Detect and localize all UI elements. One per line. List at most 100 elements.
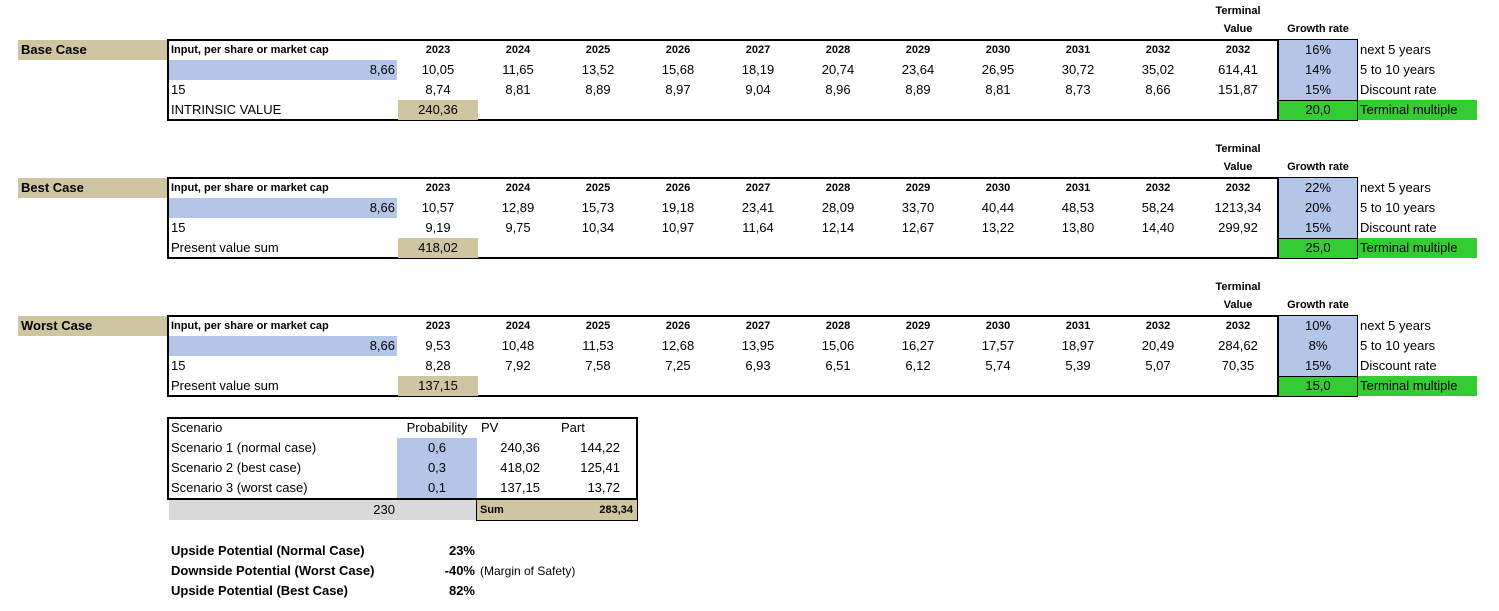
year-header: 2027 xyxy=(745,44,771,56)
param-value[interactable]: 16% xyxy=(1279,40,1357,60)
year-header: 2027 xyxy=(745,320,771,332)
scenario-probability[interactable]: 0,6 xyxy=(397,438,477,458)
terminal-multiple-border xyxy=(1278,376,1358,397)
param-value[interactable]: 14% xyxy=(1279,60,1357,80)
year-header: 2026 xyxy=(665,44,691,56)
param-value[interactable]: 22% xyxy=(1279,178,1357,198)
year-header: 2029 xyxy=(905,320,931,332)
cashflow-value: 11,65 xyxy=(502,62,534,77)
param-value[interactable]: 10% xyxy=(1279,316,1357,336)
cashflow-value: 30,72 xyxy=(1061,62,1095,77)
discount-years[interactable]: 15 xyxy=(171,82,186,97)
year-header: 2026 xyxy=(665,320,691,332)
input-value[interactable]: 8,66 xyxy=(169,198,397,218)
cashflow-value: 23,64 xyxy=(901,62,935,77)
year-header: 2032 xyxy=(1225,320,1251,332)
param-label: Discount rate xyxy=(1360,358,1437,373)
discounted-value: 12,67 xyxy=(901,220,935,235)
discounted-value: 151,87 xyxy=(1218,82,1258,97)
year-header: 2032 xyxy=(1145,320,1171,332)
year-header: 2031 xyxy=(1065,182,1091,194)
case-label: Worst Case xyxy=(18,316,168,336)
potential-value: -40% xyxy=(444,563,475,578)
case-label: Best Case xyxy=(18,178,168,198)
discounted-value: 8,28 xyxy=(425,358,451,373)
cashflow-value: 28,09 xyxy=(821,200,855,215)
param-values-border xyxy=(1278,177,1358,239)
sum-value: 283,34 xyxy=(557,500,637,520)
param-label: Terminal multiple xyxy=(1358,238,1477,258)
cashflow-value: 13,52 xyxy=(581,62,615,77)
sum-value: 240,36 xyxy=(398,100,478,120)
param-value[interactable]: 15% xyxy=(1279,356,1357,376)
cashflow-value: 10,57 xyxy=(421,200,455,215)
year-header: 2026 xyxy=(665,182,691,194)
cashflow-value: 23,41 xyxy=(741,200,775,215)
param-label: 5 to 10 years xyxy=(1360,338,1436,353)
potential-note xyxy=(480,541,610,561)
discounted-value: 9,19 xyxy=(425,220,451,235)
sum-label: INTRINSIC VALUE xyxy=(171,102,282,117)
discounted-value: 13,80 xyxy=(1061,220,1095,235)
year-header: 2030 xyxy=(985,182,1011,194)
param-label: Terminal multiple xyxy=(1358,376,1477,396)
param-values-border xyxy=(1278,315,1358,377)
param-value[interactable]: 8% xyxy=(1279,336,1357,356)
param-label: next 5 years xyxy=(1360,42,1431,57)
current-price[interactable]: 230 xyxy=(169,500,477,520)
discounted-value: 8,97 xyxy=(665,82,691,97)
cashflow-value: 35,02 xyxy=(1141,62,1175,77)
scenario-pv: 240,36 xyxy=(500,440,540,455)
param-value[interactable]: 20,0 xyxy=(1279,100,1357,120)
cashflow-value: 16,27 xyxy=(901,338,935,353)
discounted-value: 5,74 xyxy=(985,358,1011,373)
discounted-value: 14,40 xyxy=(1141,220,1175,235)
scenario-part: 125,41 xyxy=(580,460,620,475)
discounted-value: 13,22 xyxy=(981,220,1015,235)
scenario-name: Scenario 1 (normal case) xyxy=(171,440,317,455)
scenario-pv: 137,15 xyxy=(500,480,540,495)
potential-label: Upside Potential (Best Case) xyxy=(171,583,348,598)
scenario-part: 144,22 xyxy=(580,440,620,455)
input-label: Input, per share or market cap xyxy=(171,320,329,332)
growth-rate-header: Growth rate xyxy=(1287,161,1349,173)
part-header: Part xyxy=(561,420,585,435)
param-value[interactable]: 15% xyxy=(1279,218,1357,238)
discounted-value: 9,04 xyxy=(745,82,771,97)
terminal-value-header-line1: Terminal xyxy=(1215,143,1261,155)
year-header: 2027 xyxy=(745,182,771,194)
year-header: 2024 xyxy=(505,320,531,332)
discount-years[interactable]: 15 xyxy=(171,220,186,235)
discounted-value: 7,92 xyxy=(505,358,531,373)
scenario-header: Scenario xyxy=(171,420,223,435)
year-header: 2032 xyxy=(1225,44,1251,56)
param-value[interactable]: 25,0 xyxy=(1279,238,1357,258)
input-value[interactable]: 8,66 xyxy=(169,336,397,356)
input-value[interactable]: 8,66 xyxy=(169,60,397,80)
year-header: 2028 xyxy=(825,44,851,56)
year-header: 2025 xyxy=(585,182,611,194)
scenario-pv: 418,02 xyxy=(500,460,540,475)
cashflow-value: 11,53 xyxy=(582,338,614,353)
sum-label: Sum xyxy=(477,500,557,520)
param-value[interactable]: 15,0 xyxy=(1279,376,1357,396)
scenario-table-border xyxy=(167,417,638,500)
param-value[interactable]: 20% xyxy=(1279,198,1357,218)
scenario-name: Scenario 3 (worst case) xyxy=(171,480,308,495)
case-label: Base Case xyxy=(18,40,168,60)
scenario-probability[interactable]: 0,3 xyxy=(397,458,477,478)
param-label: next 5 years xyxy=(1360,318,1431,333)
discounted-value: 8,89 xyxy=(585,82,611,97)
growth-rate-header: Growth rate xyxy=(1287,299,1349,311)
discount-years[interactable]: 15 xyxy=(171,358,186,373)
year-header: 2032 xyxy=(1225,182,1251,194)
param-value[interactable]: 15% xyxy=(1279,80,1357,100)
param-label: Discount rate xyxy=(1360,220,1437,235)
discounted-value: 5,07 xyxy=(1145,358,1171,373)
discounted-value: 8,89 xyxy=(905,82,931,97)
discounted-value: 7,58 xyxy=(585,358,611,373)
potential-label: Upside Potential (Normal Case) xyxy=(171,543,365,558)
discounted-value: 8,81 xyxy=(505,82,531,97)
scenario-probability[interactable]: 0,1 xyxy=(397,478,477,498)
terminal-value-header-line2: Value xyxy=(1223,161,1253,173)
